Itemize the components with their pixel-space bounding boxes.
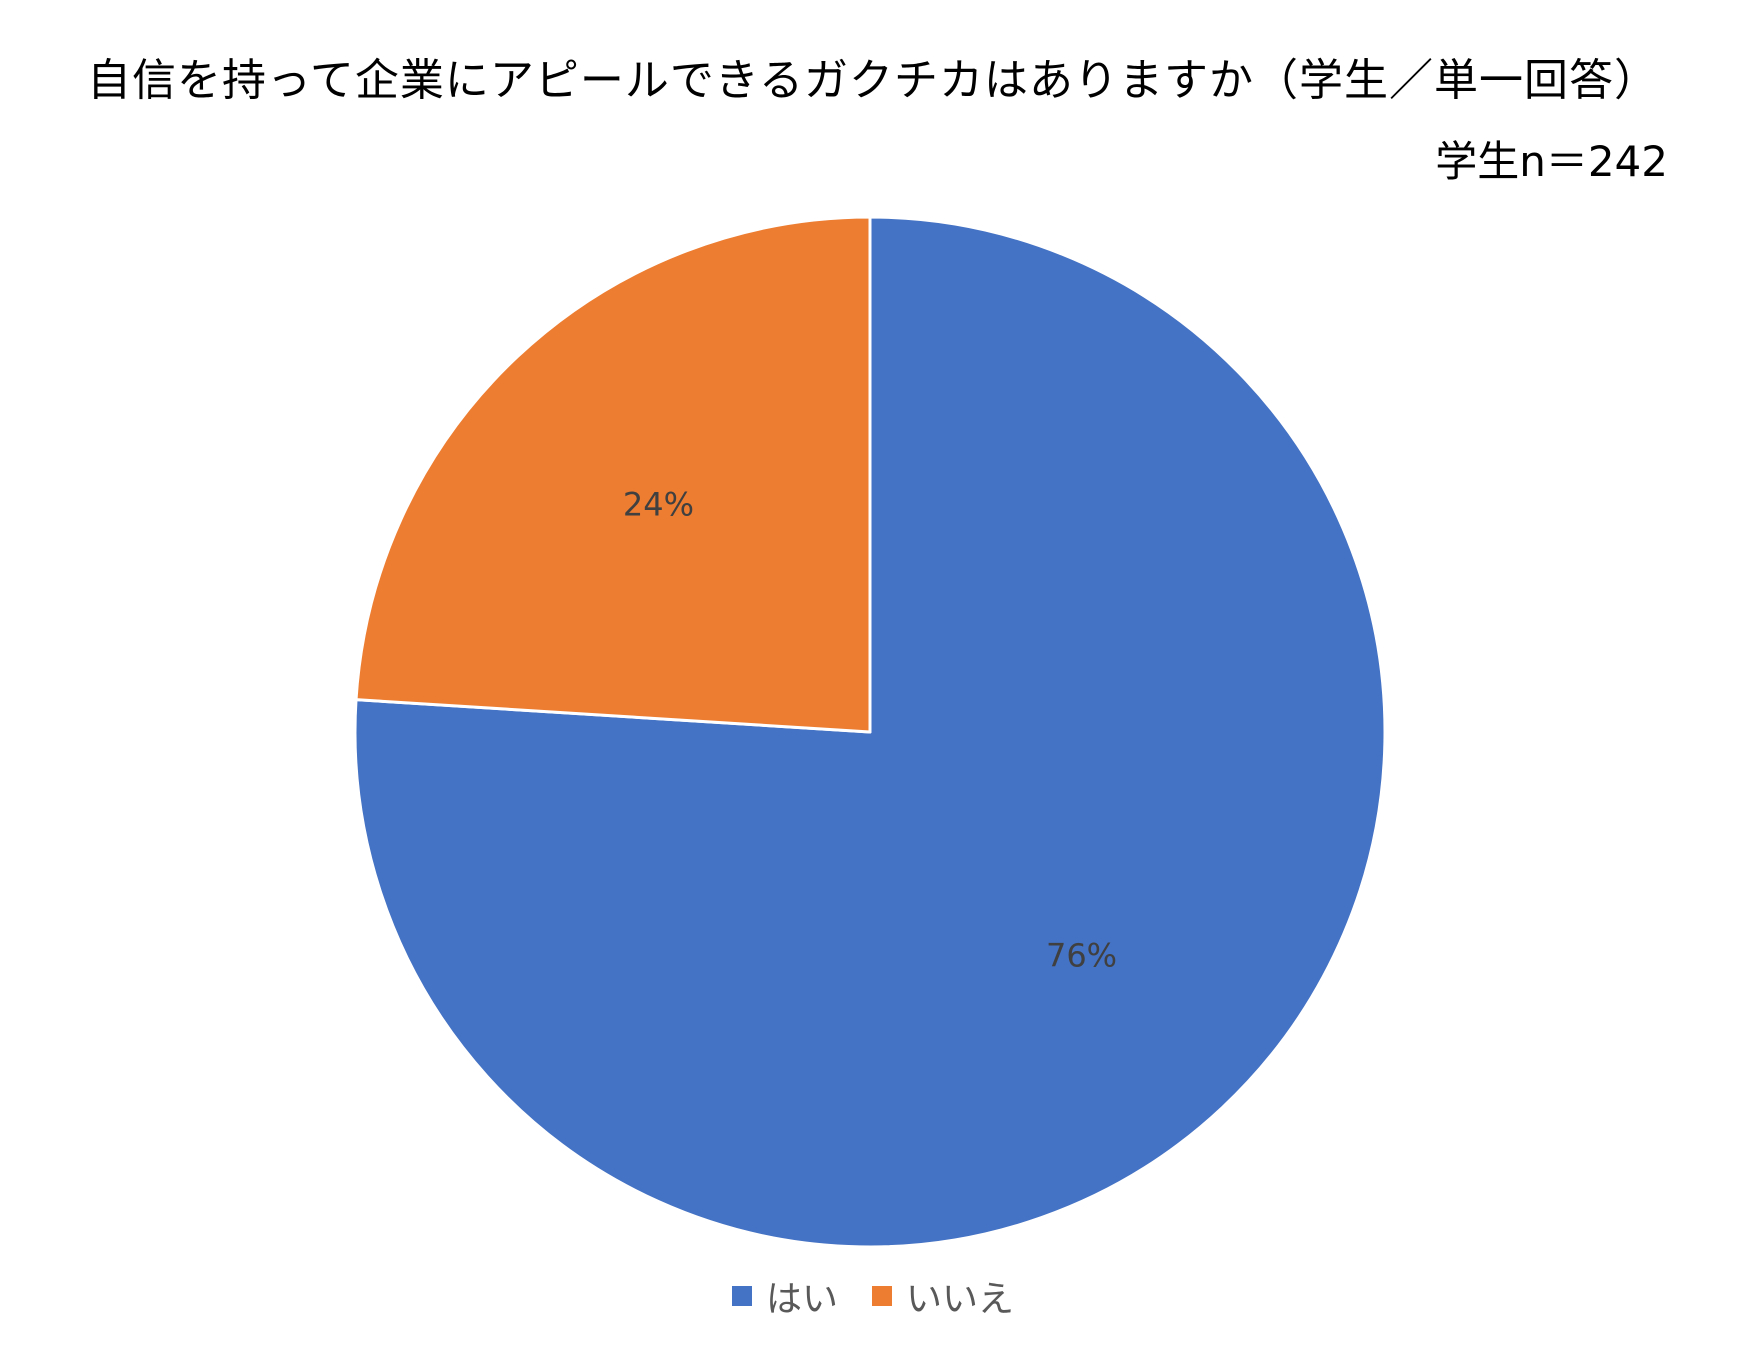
pie-slice-no bbox=[354, 215, 872, 734]
chart-title: 自信を持って企業にアピールできるガクチカはありますか（学生／単一回答） bbox=[87, 55, 1659, 106]
legend-label-yes: はい bbox=[765, 1279, 838, 1320]
legend-item-no: いいえ bbox=[872, 1270, 1014, 1322]
chart-legend: はい いいえ bbox=[0, 1270, 1746, 1322]
legend-label-no: いいえ bbox=[906, 1279, 1015, 1320]
slice-label-no: 24% bbox=[623, 486, 694, 524]
chart-subtitle: 学生n＝242 bbox=[1435, 137, 1668, 186]
legend-swatch-yes bbox=[731, 1286, 752, 1306]
slice-label-yes: 76% bbox=[1046, 936, 1117, 974]
legend-item-yes: はい bbox=[731, 1270, 838, 1322]
legend-swatch-no bbox=[872, 1286, 892, 1306]
